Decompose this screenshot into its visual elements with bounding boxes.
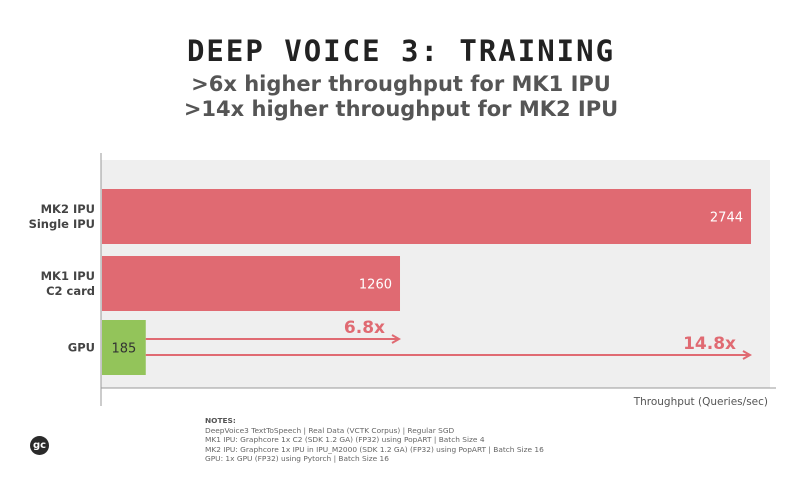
x-axis-label: Throughput (Queries/sec) (633, 396, 768, 408)
notes-title: NOTES: (205, 416, 236, 425)
category-label: MK1 IPU (41, 269, 95, 283)
bar-value-label: 2744 (710, 211, 743, 226)
notes-line: MK1 IPU: Graphcore 1x C2 (SDK 1.2 GA) (F… (205, 435, 485, 445)
notes-block: NOTES: DeepVoice3 TextToSpeech | Real Da… (205, 416, 645, 464)
category-label: Single IPU (29, 217, 95, 231)
chart-subtitle-mk1: >6x higher throughput for MK1 IPU (191, 72, 611, 96)
bar (102, 189, 751, 244)
notes-line: GPU: 1x GPU (FP32) using Pytorch | Batch… (205, 454, 389, 464)
bar-value-label: 185 (111, 342, 136, 357)
bar (102, 320, 146, 375)
ratio-annotation-label: 6.8x (344, 318, 385, 338)
bar-value-label: 1260 (359, 278, 392, 293)
ratio-annotation-label: 14.8x (683, 334, 736, 354)
notes-line: DeepVoice3 TextToSpeech | Real Data (VCT… (205, 425, 455, 435)
chart-subtitle-mk2: >14x higher throughput for MK2 IPU (183, 97, 619, 121)
category-label: MK2 IPU (41, 202, 95, 216)
bar (102, 256, 401, 311)
graphcore-logo: gc (30, 436, 49, 455)
category-label: GPU (68, 341, 95, 355)
notes-line: MK2 IPU: Graphcore 1x IPU in IPU_M2000 (… (205, 444, 544, 454)
category-label: C2 card (46, 284, 95, 298)
chart-title: DEEP VOICE 3: TRAINING (186, 34, 616, 68)
